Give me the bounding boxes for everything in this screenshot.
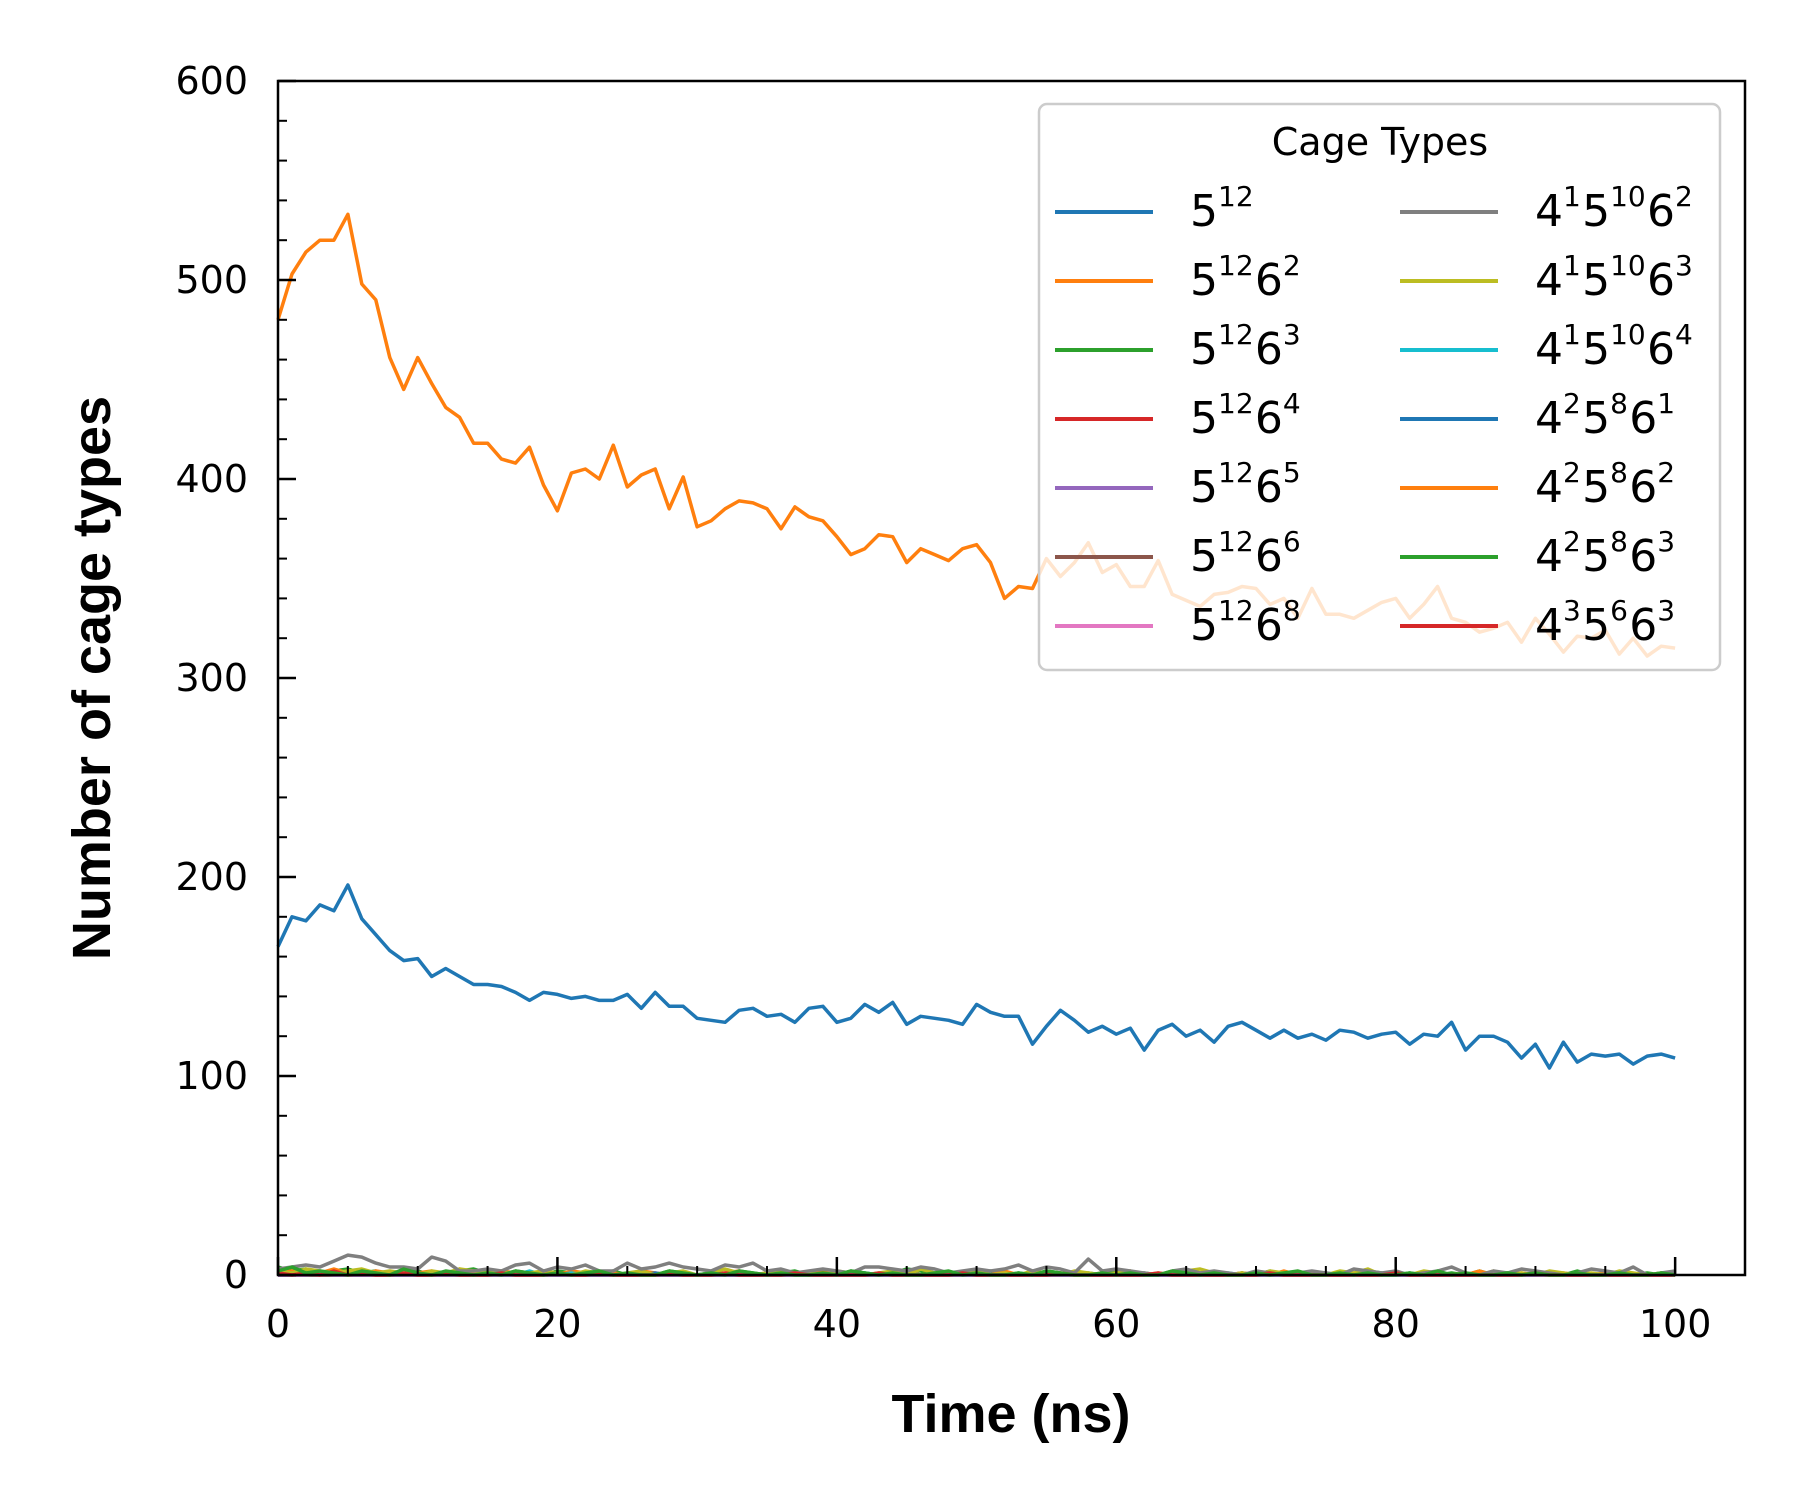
- legend-items: 512 512 62 512 63 512 64 512 65 512 66 5…: [1055, 180, 1693, 651]
- y-tick-label: 100: [175, 1054, 248, 1098]
- legend-entry: 42 58 61: [1535, 387, 1675, 444]
- legend-entry: 512 63: [1190, 318, 1301, 375]
- legend-entry: 42 58 62: [1535, 456, 1675, 513]
- x-tick-label: 100: [1639, 1302, 1712, 1346]
- y-tick-label: 400: [175, 457, 248, 501]
- legend-entry: 512 68: [1190, 594, 1301, 651]
- legend-entry: 512 62: [1190, 249, 1301, 306]
- y-tick-label: 500: [175, 258, 248, 302]
- series-line: [276, 883, 1676, 1070]
- x-tick-label: 20: [533, 1302, 581, 1346]
- x-tick-label: 80: [1372, 1302, 1420, 1346]
- legend-entry: 512 65: [1190, 456, 1301, 513]
- x-tick-label: 0: [266, 1302, 290, 1346]
- y-tick-label: 0: [224, 1253, 248, 1297]
- legend-entry: 512 64: [1190, 387, 1301, 444]
- legend-entry: 41 510 64: [1535, 318, 1693, 375]
- x-axis-ticks: 0 20 40 60 80 100: [266, 1257, 1746, 1346]
- y-tick-label: 200: [175, 855, 248, 899]
- legend-entry: 41 510 62: [1535, 180, 1693, 237]
- legend-entry: 42 58 63: [1535, 525, 1675, 582]
- y-axis-ticks: 0 100 200 300 400 500 600: [175, 59, 296, 1297]
- x-tick-label: 60: [1092, 1302, 1140, 1346]
- legend-entry: 41 510 63: [1535, 249, 1693, 306]
- legend: Cage Types 512 512 62 512 63 512 64 512 …: [1037, 102, 1722, 672]
- x-axis-label: Time (ns): [891, 1384, 1130, 1444]
- y-tick-label: 300: [175, 656, 248, 700]
- y-axis-label: Number of cage types: [62, 396, 122, 960]
- x-tick-label: 40: [813, 1302, 861, 1346]
- legend-entry: 512 66: [1190, 525, 1301, 582]
- legend-entry: 512: [1190, 180, 1254, 237]
- legend-entry: 43 56 63: [1535, 594, 1675, 651]
- plot-frame: [276, 79, 1747, 1277]
- y-tick-label: 600: [175, 59, 248, 103]
- legend-title: Cage Types: [1272, 120, 1488, 164]
- legend-frame: [1037, 102, 1722, 672]
